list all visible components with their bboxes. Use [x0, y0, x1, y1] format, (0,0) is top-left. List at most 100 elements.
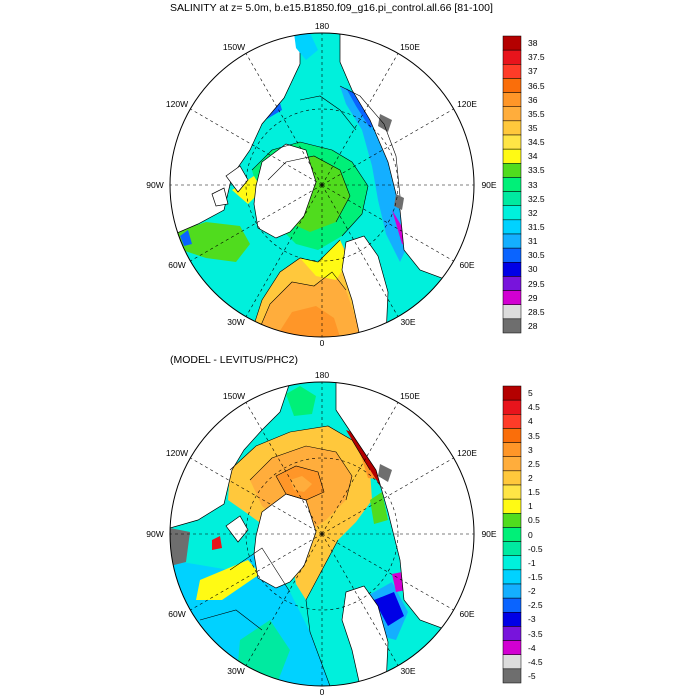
colorbar-swatch [502, 262, 522, 277]
lon-label-90w: 90W [146, 180, 164, 190]
lon-label-150e: 150E [400, 42, 420, 52]
lon-label-90e: 90E [481, 180, 497, 190]
colorbar-swatch [502, 304, 522, 320]
lon-label-180: 180 [314, 370, 330, 380]
lon-label-0: 0 [319, 687, 325, 697]
lon-label-150w: 150W [222, 42, 246, 52]
colorbar-swatch [502, 654, 522, 670]
colorbar-tick-label: 38 [528, 38, 538, 49]
colorbar-swatch [502, 276, 522, 291]
colorbar-tick-label: 3.5 [528, 430, 540, 441]
colorbar-tick-label: 34.5 [528, 137, 545, 148]
lon-label-150e: 150E [400, 391, 420, 401]
colorbar-tick-label: -4.5 [528, 656, 543, 667]
colorbar-tick-label: 36.5 [528, 80, 545, 91]
colorbar-tick-label: 28 [528, 320, 538, 331]
colorbar-swatch [502, 640, 522, 655]
colorbar-tick-label: 32 [528, 207, 538, 218]
colorbar-tick-label: 2 [528, 472, 533, 483]
colorbar-tick-label: 34 [528, 151, 538, 162]
lon-label-60e: 60E [459, 609, 475, 619]
colorbar-swatch [502, 106, 522, 122]
colorbar-tick-label: 3 [528, 444, 533, 455]
lon-label-0: 0 [319, 338, 325, 348]
colorbar-swatch [502, 612, 522, 627]
colorbar-swatch [502, 569, 522, 585]
colorbar-swatch [502, 163, 522, 178]
colorbar-swatch [502, 668, 522, 684]
lon-label-120w: 120W [165, 99, 189, 109]
colorbar-tick-label: -4 [528, 642, 536, 653]
map-title: SALINITY at z= 5.0m, b.e15.B1850.f09_g16… [170, 2, 493, 14]
lon-label-60e: 60E [459, 260, 475, 270]
lon-label-120e: 120E [457, 99, 477, 109]
colorbar-tick-label: 33.5 [528, 165, 545, 176]
colorbar-tick-label: -3 [528, 614, 536, 625]
colorbar-swatch [502, 233, 522, 249]
salinity-map [170, 33, 474, 337]
lon-label-180: 180 [314, 21, 330, 31]
lon-label-120e: 120E [457, 448, 477, 458]
colorbar-swatch [502, 49, 522, 65]
colorbar-tick-label: -5 [528, 670, 536, 681]
colorbar-tick-label: 29 [528, 292, 538, 303]
meridian-line [190, 184, 323, 262]
meridian-line [321, 457, 454, 535]
lon-label-30e: 30E [400, 317, 416, 327]
colorbar-tick-label: 31.5 [528, 221, 545, 232]
colorbar-swatch [502, 555, 522, 571]
colorbar-tick-label: -1.5 [528, 571, 543, 582]
lon-label-30w: 30W [227, 666, 245, 676]
latitude-circle [245, 108, 399, 262]
colorbar-tick-label: 37 [528, 66, 538, 77]
meridian-line [190, 108, 323, 186]
colorbar-tick-label: -3.5 [528, 628, 543, 639]
colorbar-swatch [502, 442, 522, 457]
lon-label-30e: 30E [400, 666, 416, 676]
lon-label-60w: 60W [168, 609, 186, 619]
colorbar-swatch [502, 177, 522, 192]
colorbar-tick-label: -2 [528, 586, 536, 597]
meridian-line [321, 184, 454, 262]
colorbar-tick-label: -0.5 [528, 543, 543, 554]
colorbar-swatch [502, 134, 522, 150]
colorbar-swatch [502, 399, 522, 415]
colorbar-tick-label: -1 [528, 557, 536, 568]
colorbar-tick-label: -2.5 [528, 600, 543, 611]
colorbar-swatch [502, 120, 522, 136]
colorbar-swatch [502, 456, 522, 472]
meridian-line [245, 533, 323, 666]
colorbar-swatch [502, 541, 522, 556]
colorbar-swatch [502, 385, 522, 401]
eurasia-land [335, 382, 474, 641]
colorbar-tick-label: 32.5 [528, 193, 545, 204]
lon-label-150w: 150W [222, 391, 246, 401]
colorbar-swatch [502, 498, 522, 514]
colorbar-swatch [502, 191, 522, 206]
colorbar-swatch [502, 583, 522, 599]
colorbar-tick-label: 5 [528, 388, 533, 399]
scandinavia-land [341, 235, 389, 337]
meridian-line [321, 184, 399, 317]
colorbar-tick-label: 0 [528, 529, 533, 540]
map-title: (MODEL - LEVITUS/PHC2) [170, 354, 298, 366]
meridian-line [321, 53, 399, 186]
colorbar-swatch [502, 414, 522, 429]
colorbar-tick-label: 35.5 [528, 108, 545, 119]
colorbar-tick-label: 1.5 [528, 487, 540, 498]
colorbar-swatch [502, 597, 522, 613]
meridian-line [190, 533, 323, 611]
colorbar-tick-label: 31 [528, 236, 538, 247]
salinity-colorbar [502, 35, 522, 334]
lon-lat-grid [170, 33, 474, 337]
lon-label-60w: 60W [168, 260, 186, 270]
lon-label-120w: 120W [165, 448, 189, 458]
colorbar-swatch [502, 290, 522, 305]
meridian-line [321, 533, 454, 611]
meridian-line [190, 457, 323, 535]
colorbar-swatch [502, 247, 522, 263]
greenland-land [253, 143, 317, 239]
colorbar-tick-label: 2.5 [528, 458, 540, 469]
colorbar-tick-label: 30 [528, 264, 538, 275]
